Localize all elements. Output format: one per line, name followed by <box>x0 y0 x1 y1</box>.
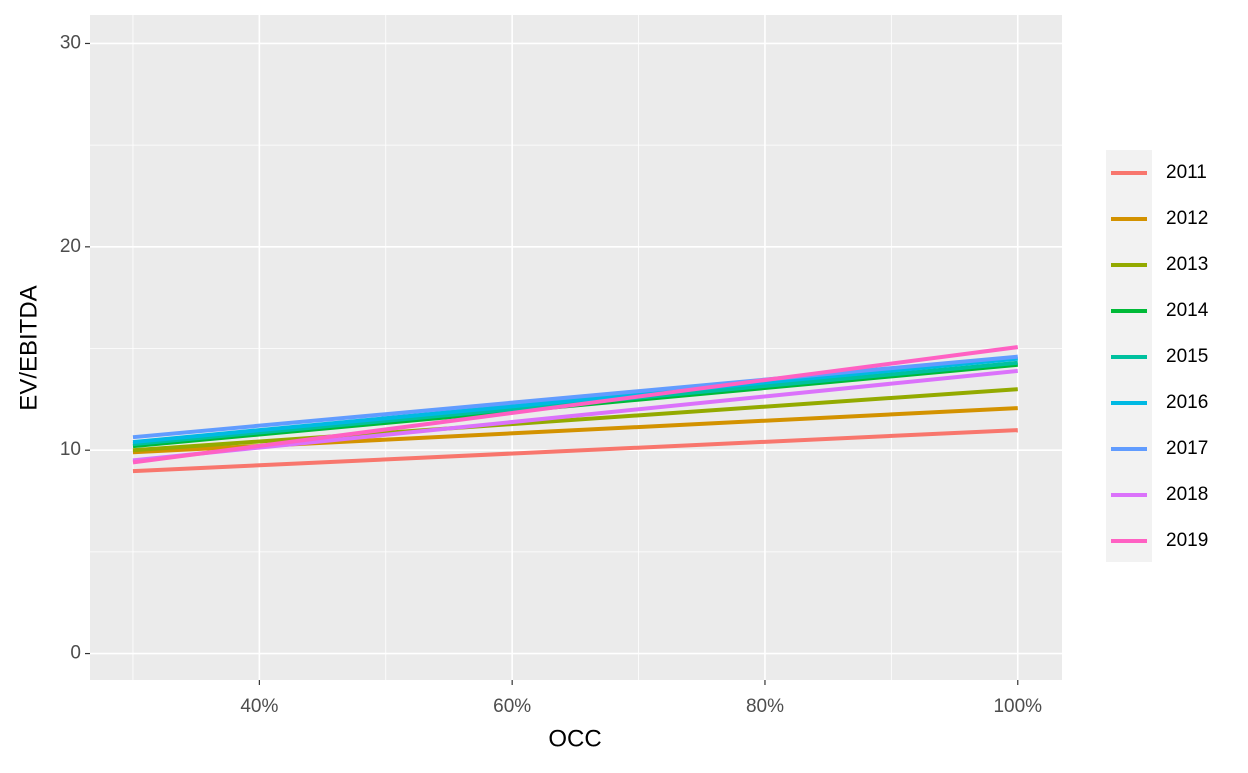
x-tick-label: 80% <box>746 696 784 717</box>
x-axis-title: OCC <box>548 725 601 752</box>
trend-line <box>132 345 1019 465</box>
legend: 2011 2012 2013 2014 2015 2016 2017 2018 2019 <box>1111 162 1209 551</box>
x-tick-label: 40% <box>240 696 278 717</box>
legend-label: 2014 <box>1166 300 1209 321</box>
trend-line <box>132 368 1018 463</box>
y-tick-label: 20 <box>60 236 81 257</box>
trend-line <box>132 354 1018 440</box>
legend-label: 2019 <box>1166 530 1208 551</box>
trend-line <box>132 356 1018 445</box>
panel <box>90 15 1062 680</box>
y-tick-label: 10 <box>60 439 81 460</box>
legend-label: 2011 <box>1166 162 1207 183</box>
legend-label: 2018 <box>1166 484 1208 505</box>
axes: 0 10 20 30 40% 60% 80% 100% <box>60 32 1042 717</box>
y-tick-label: 0 <box>70 643 81 664</box>
legend-label: 2013 <box>1166 254 1208 275</box>
legend-label: 2012 <box>1166 208 1208 229</box>
legend-label: 2017 <box>1166 438 1208 459</box>
x-tick-label: 100% <box>993 696 1042 717</box>
y-axis-title: EV/EBITDA <box>15 285 42 410</box>
legend-label: 2016 <box>1166 392 1208 413</box>
trend-line <box>132 428 1018 474</box>
y-tick-label: 30 <box>60 32 81 53</box>
x-tick-label: 60% <box>493 696 531 717</box>
marks <box>132 345 1019 474</box>
trend-line <box>132 387 1018 453</box>
legend-label: 2015 <box>1166 346 1208 367</box>
